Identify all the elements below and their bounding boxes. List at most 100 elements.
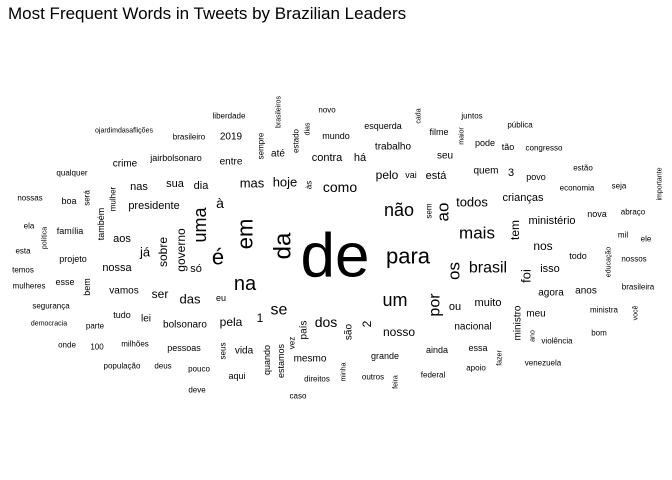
word-97: quando xyxy=(262,345,272,375)
word-32: pela xyxy=(220,315,243,329)
word-61: mesmo xyxy=(294,354,327,365)
word-110: economia xyxy=(560,184,595,193)
word-121: ministra xyxy=(590,306,619,315)
word-79: projeto xyxy=(59,254,87,264)
word-27: pelo xyxy=(376,168,399,182)
word-132: população xyxy=(104,362,141,371)
word-53: são xyxy=(344,324,355,341)
word-48: 3 xyxy=(508,167,514,179)
word-88: aqui xyxy=(228,371,245,381)
word-35: presidente xyxy=(128,200,179,212)
word-45: só xyxy=(190,263,202,275)
word-21: todos xyxy=(456,195,488,210)
word-153: feira xyxy=(393,375,400,389)
word-30: já xyxy=(139,245,151,260)
word-56: bolsonaro xyxy=(163,320,207,331)
word-147: brasileiros xyxy=(276,96,283,128)
word-92: apoio xyxy=(466,364,486,373)
word-150: juntos xyxy=(460,112,482,121)
word-82: esse xyxy=(55,277,74,287)
word-19: à xyxy=(216,195,224,211)
word-34: ou xyxy=(449,301,461,313)
word-4: é xyxy=(212,245,224,270)
word-24: sobre xyxy=(156,237,170,267)
word-123: brasileira xyxy=(622,283,655,292)
word-87: novo xyxy=(318,106,336,115)
word-55: quem xyxy=(473,166,498,177)
word-144: nossas xyxy=(17,194,42,203)
word-52: nacional xyxy=(454,322,491,333)
word-33: muito xyxy=(475,297,502,309)
word-136: parte xyxy=(86,322,105,331)
word-86: esquerda xyxy=(364,121,402,131)
word-78: jairbolsonaro xyxy=(149,153,202,163)
word-54: vida xyxy=(235,346,254,357)
word-64: ainda xyxy=(426,345,448,355)
word-49: ministério xyxy=(528,215,575,227)
word-36: há xyxy=(354,152,367,164)
word-98: seus xyxy=(219,343,228,360)
word-115: às xyxy=(305,181,314,189)
word-104: congresso xyxy=(526,144,563,153)
word-18: foi xyxy=(519,269,534,283)
word-117: fazer xyxy=(497,350,504,366)
word-84: nova xyxy=(587,209,607,219)
word-139: mulheres xyxy=(13,282,46,291)
word-101: estado xyxy=(292,128,301,153)
word-38: aos xyxy=(113,233,131,245)
word-31: nos xyxy=(533,239,552,253)
word-10: os xyxy=(445,262,464,280)
word-15: como xyxy=(323,179,357,195)
word-83: bem xyxy=(82,278,92,296)
word-99: mulher xyxy=(109,186,118,211)
word-43: agora xyxy=(538,288,564,299)
word-105: pode xyxy=(475,138,495,148)
word-127: seja xyxy=(612,182,627,191)
word-96: estamos xyxy=(276,343,286,378)
word-124: nossos xyxy=(621,255,646,264)
word-12: brasil xyxy=(469,260,507,277)
word-85: todo xyxy=(569,251,587,261)
word-93: direitos xyxy=(304,375,330,384)
word-95: pouco xyxy=(188,365,210,374)
word-58: entre xyxy=(220,157,243,168)
word-146: ojardimdasaflições xyxy=(95,128,153,135)
chart-title: Most Frequent Words in Tweets by Brazili… xyxy=(8,4,407,23)
word-77: vai xyxy=(405,170,417,180)
word-67: pessoas xyxy=(167,343,201,353)
word-142: ela xyxy=(24,222,35,231)
word-94: deus xyxy=(154,362,171,371)
word-111: estão xyxy=(573,164,593,173)
word-114: sem xyxy=(425,203,434,218)
word-118: ano xyxy=(530,330,537,342)
word-128: importante xyxy=(657,167,664,200)
word-23: nosso xyxy=(383,325,415,339)
word-75: grande xyxy=(371,351,399,361)
word-108: liberdade xyxy=(213,112,246,121)
word-91: federal xyxy=(421,371,446,380)
word-6: não xyxy=(384,200,414,220)
word-2: da xyxy=(270,232,297,259)
word-59: vamos xyxy=(109,286,138,297)
word-116: minha xyxy=(341,362,348,381)
word-42: isso xyxy=(540,263,560,275)
word-76: essa xyxy=(468,343,487,353)
word-25: governo xyxy=(174,228,188,272)
word-133: milhões xyxy=(121,340,149,349)
word-131: deve xyxy=(188,386,206,395)
word-71: família xyxy=(57,226,84,236)
word-125: educação xyxy=(606,247,613,277)
word-134: 100 xyxy=(90,343,104,352)
word-63: trabalho xyxy=(375,142,412,153)
word-90: outros xyxy=(362,373,384,382)
word-122: você xyxy=(633,306,640,321)
word-113: ele xyxy=(641,235,652,244)
word-126: abraço xyxy=(621,208,646,217)
word-11: ao xyxy=(434,203,453,222)
word-26: das xyxy=(180,292,201,307)
word-135: onde xyxy=(58,341,76,350)
word-41: sua xyxy=(166,178,185,190)
word-66: anos xyxy=(575,286,597,297)
word-39: nossa xyxy=(102,262,132,274)
